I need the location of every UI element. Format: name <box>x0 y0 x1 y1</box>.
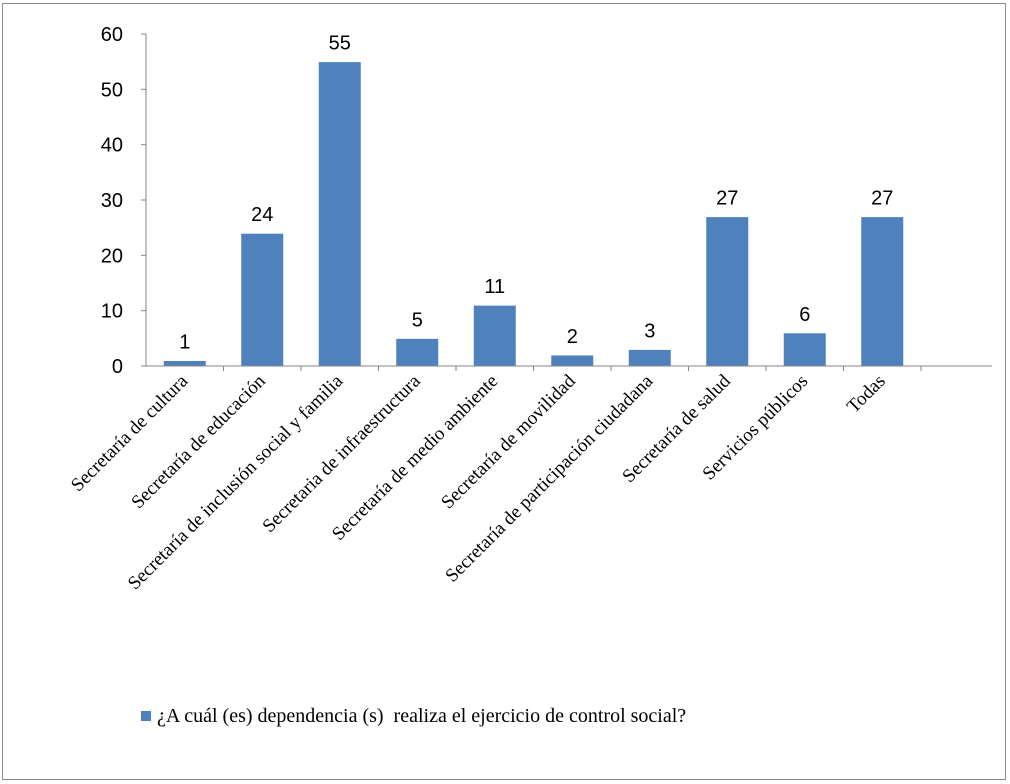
legend-swatch <box>141 711 151 721</box>
legend-label: ¿A cuál (es) dependencia (s) realiza el … <box>157 705 686 727</box>
bar <box>240 232 285 367</box>
y-tick-label: 50 <box>101 79 123 101</box>
data-label: 24 <box>251 204 273 226</box>
bar <box>705 216 750 367</box>
y-tick-label: 30 <box>101 190 123 212</box>
data-label: 55 <box>329 33 351 55</box>
bar <box>627 348 672 367</box>
bar <box>782 332 827 367</box>
data-label: 2 <box>567 326 578 348</box>
data-label: 6 <box>799 304 810 326</box>
data-label: 1 <box>179 331 190 353</box>
bar <box>550 354 595 367</box>
chart-frame <box>2 3 1006 780</box>
data-label: 3 <box>644 320 655 342</box>
bars <box>162 61 905 367</box>
bar <box>472 304 517 367</box>
x-category-label: Secretaria de infraestructura <box>259 370 426 537</box>
legend: ¿A cuál (es) dependencia (s) realiza el … <box>141 705 686 727</box>
y-tick-label: 0 <box>112 356 123 378</box>
y-tick-label: 10 <box>101 301 123 323</box>
y-tick-label: 60 <box>101 24 123 46</box>
bar <box>162 359 207 367</box>
y-axis: 0 10 20 30 40 50 60 <box>101 24 147 378</box>
bar <box>860 216 905 367</box>
y-tick-label: 40 <box>101 135 123 157</box>
y-tick-label: 20 <box>101 245 123 267</box>
x-category-label: Todas <box>843 371 890 418</box>
x-category-label: Secretaría de educación <box>127 370 270 513</box>
bar <box>317 61 362 367</box>
data-label: 5 <box>412 309 423 331</box>
x-category-label: Secretaría de medio ambiente <box>328 371 502 545</box>
data-label: 27 <box>716 188 738 210</box>
data-label: 11 <box>484 276 505 298</box>
x-category-label: Secretaría de movilidad <box>437 370 580 513</box>
bar <box>395 337 440 367</box>
data-label: 27 <box>871 188 893 210</box>
